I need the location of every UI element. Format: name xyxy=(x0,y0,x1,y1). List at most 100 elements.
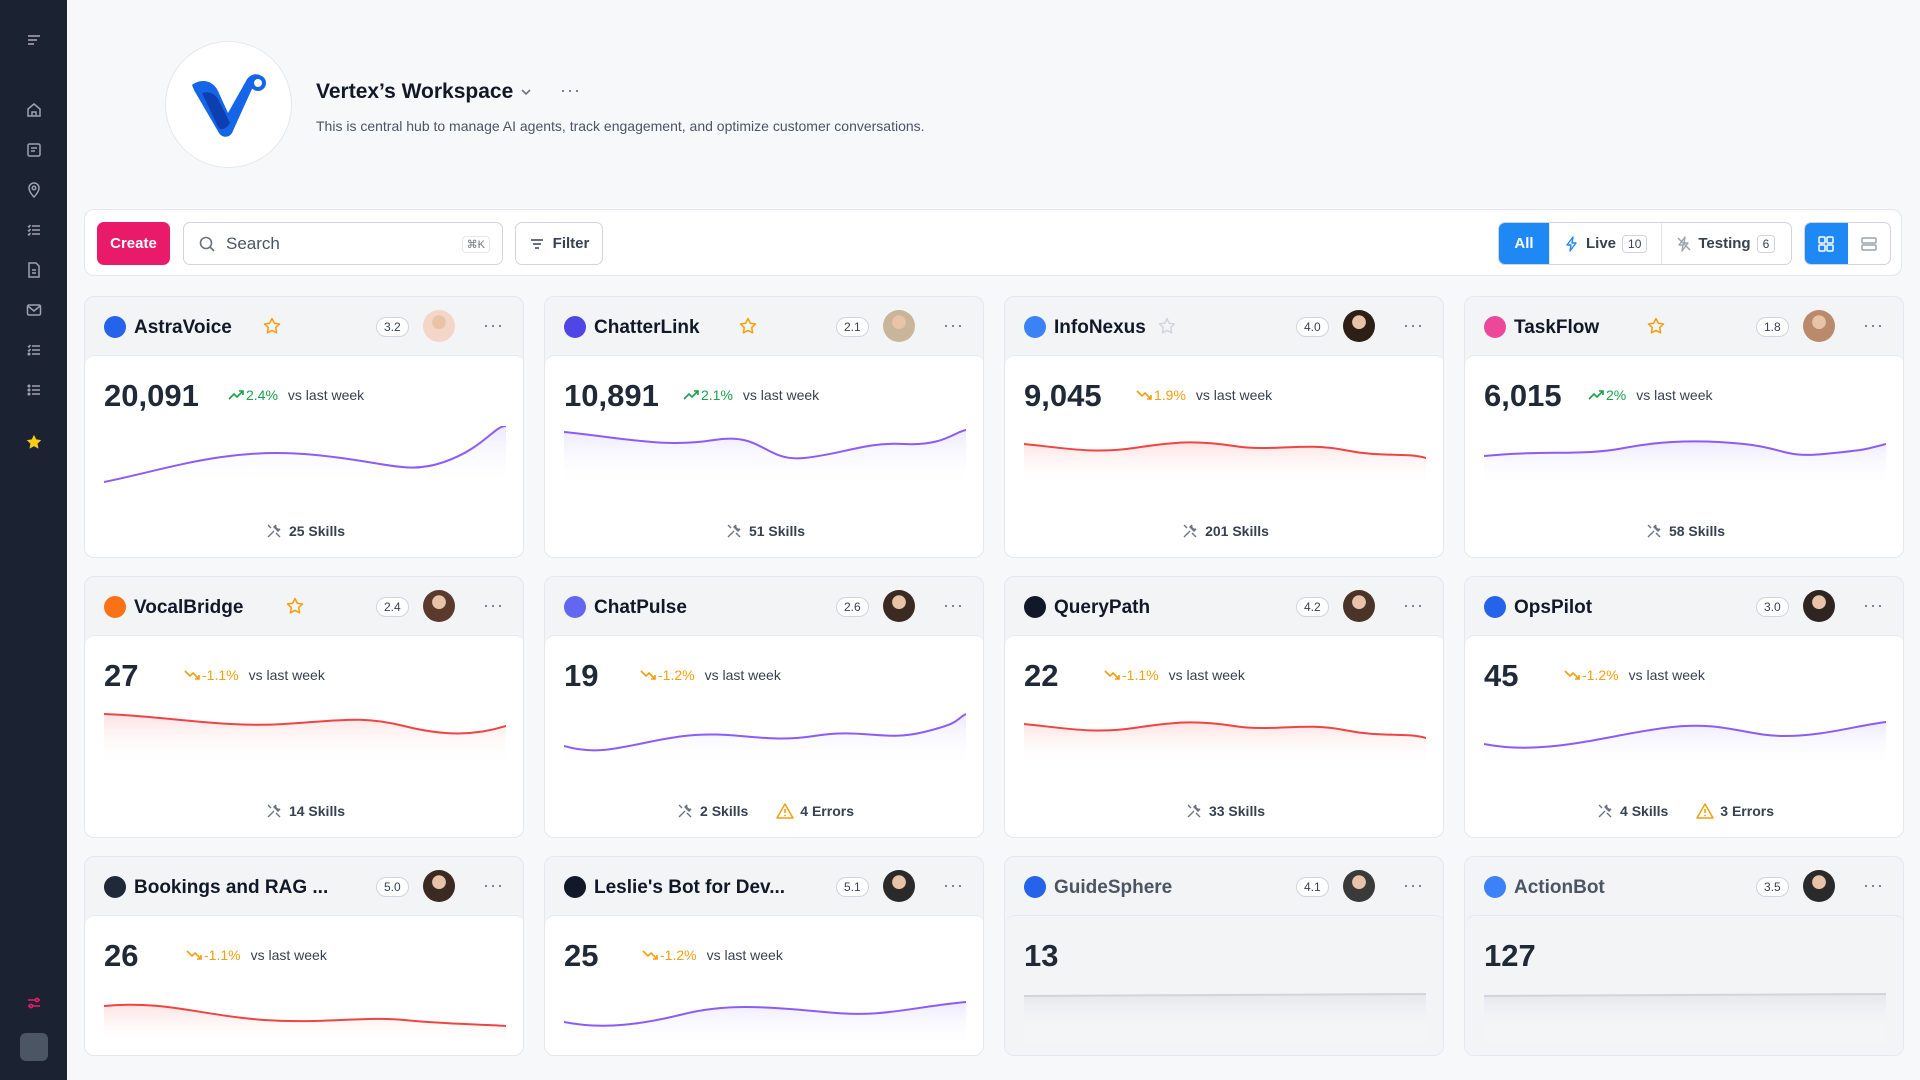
chevron-down-icon[interactable] xyxy=(518,84,534,100)
agent-name[interactable]: ChatterLink xyxy=(594,317,700,338)
more-options-icon[interactable]: ··· xyxy=(1403,875,1424,895)
agent-card[interactable]: TaskFlow 1.8 ··· 6,015 2% vs last week 58 Skil… xyxy=(1464,296,1904,558)
agent-card[interactable]: Leslie's Bot for Dev... 5.1 ··· 25 -1.2% vs l… xyxy=(544,856,984,1056)
card-header: Leslie's Bot for Dev... 5.1 ··· xyxy=(545,857,983,915)
agent-card[interactable]: OpsPilot 3.0 ··· 45 -1.2% vs last week 4 Skill… xyxy=(1464,576,1904,838)
agent-card[interactable]: ChatPulse 2.6 ··· 19 -1.2% vs last week 2 Skil… xyxy=(544,576,984,838)
skills-count[interactable]: 58 Skills xyxy=(1645,522,1725,540)
list-view-icon[interactable] xyxy=(1848,223,1891,264)
more-options-icon[interactable]: ··· xyxy=(1403,595,1424,615)
testing-icon xyxy=(1677,235,1691,252)
agent-name[interactable]: VocalBridge xyxy=(134,597,244,618)
agent-card[interactable]: AstraVoice 3.2 ··· 20,091 2.4% vs last week 25… xyxy=(84,296,524,558)
skills-count[interactable]: 51 Skills xyxy=(725,522,805,540)
calendar-icon[interactable] xyxy=(21,137,47,163)
agent-card[interactable]: Bookings and RAG ... 5.0 ··· 26 -1.1% vs last… xyxy=(84,856,524,1056)
agent-card[interactable]: GuideSphere 4.1 ··· 13 xyxy=(1004,856,1444,1056)
more-options-icon[interactable]: ··· xyxy=(943,315,964,335)
owner-avatar[interactable] xyxy=(1343,870,1375,902)
create-button[interactable]: Create xyxy=(97,222,170,265)
more-options-icon[interactable]: ··· xyxy=(483,875,504,895)
more-options-icon[interactable]: ··· xyxy=(1863,595,1884,615)
agent-card[interactable]: ChatterLink 2.1 ··· 10,891 2.1% vs last week 5… xyxy=(544,296,984,558)
favorite-star-icon[interactable] xyxy=(285,596,305,616)
agent-logo-icon xyxy=(104,316,126,338)
workspace-more-icon[interactable]: ··· xyxy=(560,80,581,100)
agent-name[interactable]: ChatPulse xyxy=(594,597,687,618)
user-avatar[interactable] xyxy=(20,1033,48,1061)
owner-avatar[interactable] xyxy=(1803,870,1835,902)
star-icon[interactable] xyxy=(21,429,47,455)
errors-count[interactable]: 3 Errors xyxy=(1696,802,1774,820)
mail-icon[interactable] xyxy=(21,297,47,323)
card-body: 127 xyxy=(1465,915,1903,1055)
owner-avatar[interactable] xyxy=(423,870,455,902)
trend-value: -1.2% xyxy=(1582,667,1619,683)
owner-avatar[interactable] xyxy=(883,590,915,622)
owner-avatar[interactable] xyxy=(1343,590,1375,622)
checklist-icon[interactable] xyxy=(21,217,47,243)
more-options-icon[interactable]: ··· xyxy=(1863,315,1884,335)
skills-count[interactable]: 201 Skills xyxy=(1181,522,1269,540)
owner-avatar[interactable] xyxy=(1803,590,1835,622)
tab-live[interactable]: Live 10 xyxy=(1549,223,1661,264)
card-body: 22 -1.1% vs last week 33 Skills xyxy=(1005,635,1443,837)
agent-name[interactable]: AstraVoice xyxy=(134,317,232,338)
more-options-icon[interactable]: ··· xyxy=(943,875,964,895)
settings-sliders-icon[interactable] xyxy=(21,990,47,1016)
more-options-icon[interactable]: ··· xyxy=(483,315,504,335)
grid-view-icon[interactable] xyxy=(1805,223,1848,264)
tab-testing[interactable]: Testing 6 xyxy=(1661,223,1789,264)
location-icon[interactable] xyxy=(21,177,47,203)
filter-button[interactable]: Filter xyxy=(515,222,603,265)
agent-name[interactable]: Leslie's Bot for Dev... xyxy=(594,877,786,898)
agent-name[interactable]: OpsPilot xyxy=(1514,597,1593,618)
agent-card[interactable]: VocalBridge 2.4 ··· 27 -1.1% vs last week 14 S… xyxy=(84,576,524,838)
tab-all[interactable]: All xyxy=(1499,223,1549,264)
card-header: OpsPilot 3.0 ··· xyxy=(1465,577,1903,635)
home-icon[interactable] xyxy=(21,97,47,123)
agent-name[interactable]: ActionBot xyxy=(1514,877,1605,898)
workspace-title[interactable]: Vertex’s Workspace xyxy=(316,80,514,103)
more-options-icon[interactable]: ··· xyxy=(483,595,504,615)
search-input[interactable]: Search ⌘K xyxy=(183,222,503,265)
agent-card[interactable]: InfoNexus 4.0 ··· 9,045 1.9% vs last week 201 … xyxy=(1004,296,1444,558)
metric-value: 20,091 xyxy=(104,378,199,413)
favorite-star-icon[interactable] xyxy=(1646,316,1666,336)
skills-count[interactable]: 25 Skills xyxy=(265,522,345,540)
skills-count[interactable]: 4 Skills xyxy=(1596,802,1668,820)
favorite-star-icon[interactable] xyxy=(1157,316,1177,336)
agent-card[interactable]: QueryPath 4.2 ··· 22 -1.1% vs last week 33 Ski… xyxy=(1004,576,1444,838)
skills-label: 201 Skills xyxy=(1205,523,1269,539)
owner-avatar[interactable] xyxy=(1343,310,1375,342)
tasks-icon[interactable] xyxy=(21,337,47,363)
tools-icon xyxy=(1598,804,1612,818)
agent-name[interactable]: TaskFlow xyxy=(1514,317,1600,338)
agent-card[interactable]: ActionBot 3.5 ··· 127 xyxy=(1464,856,1904,1056)
card-header: TaskFlow 1.8 ··· xyxy=(1465,297,1903,355)
trend-label: vs last week xyxy=(704,667,781,683)
favorite-star-icon[interactable] xyxy=(738,316,758,336)
agent-name[interactable]: QueryPath xyxy=(1054,597,1151,618)
metric-value: 25 xyxy=(564,938,599,973)
skills-count[interactable]: 14 Skills xyxy=(265,802,345,820)
card-footer: 25 Skills xyxy=(85,522,523,540)
owner-avatar[interactable] xyxy=(1803,310,1835,342)
agent-name[interactable]: GuideSphere xyxy=(1054,877,1173,898)
menu-icon[interactable] xyxy=(21,27,47,53)
errors-count[interactable]: 4 Errors xyxy=(776,802,854,820)
favorite-star-icon[interactable] xyxy=(262,316,282,336)
owner-avatar[interactable] xyxy=(883,870,915,902)
skills-count[interactable]: 2 Skills xyxy=(676,802,748,820)
skills-count[interactable]: 33 Skills xyxy=(1185,802,1265,820)
more-options-icon[interactable]: ··· xyxy=(943,595,964,615)
more-options-icon[interactable]: ··· xyxy=(1403,315,1424,335)
list-icon[interactable] xyxy=(21,377,47,403)
agent-name[interactable]: Bookings and RAG ... xyxy=(134,877,329,898)
agent-name[interactable]: InfoNexus xyxy=(1054,317,1146,338)
more-options-icon[interactable]: ··· xyxy=(1863,875,1884,895)
owner-avatar[interactable] xyxy=(883,310,915,342)
document-icon[interactable] xyxy=(21,257,47,283)
owner-avatar[interactable] xyxy=(423,590,455,622)
owner-avatar[interactable] xyxy=(423,310,455,342)
